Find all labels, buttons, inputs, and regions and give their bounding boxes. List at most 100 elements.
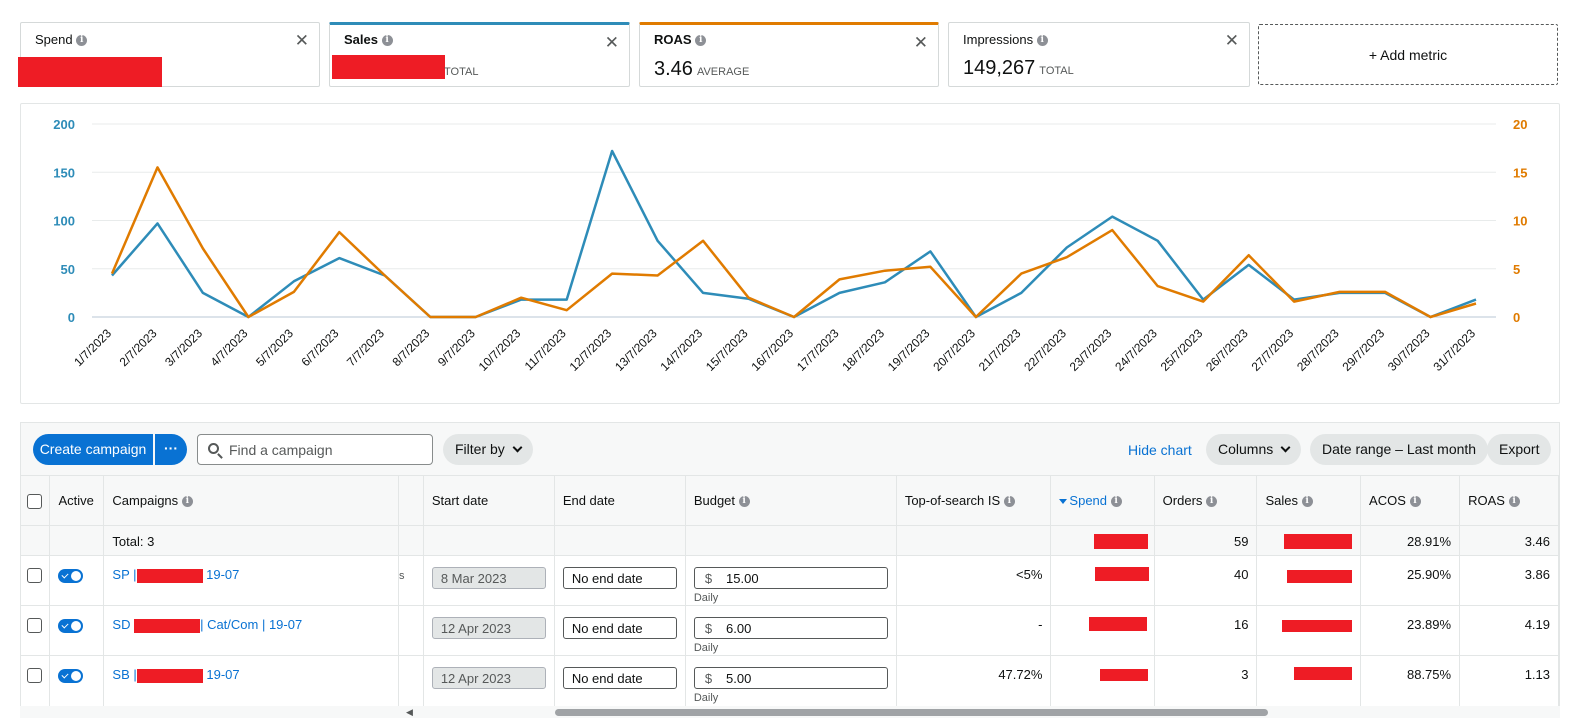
header-end-date[interactable]: End date: [554, 475, 686, 526]
close-icon[interactable]: ✕: [913, 33, 928, 52]
active-toggle[interactable]: [58, 668, 84, 683]
close-icon[interactable]: ✕: [1224, 31, 1239, 50]
x-tick-label: 4/7/2023: [208, 326, 251, 369]
y-right-tick-label: 20: [1513, 117, 1527, 132]
header-start-date[interactable]: Start date: [423, 475, 555, 526]
campaign-name-link[interactable]: SP | 19-07: [103, 555, 400, 606]
budget-input[interactable]: $15.00: [693, 567, 888, 589]
header-top-of-search[interactable]: Top-of-search IS i: [896, 475, 1052, 526]
campaign-name-link[interactable]: SB | 19-07: [103, 655, 400, 706]
metric-card-sales-name: Sales i: [344, 32, 393, 47]
x-tick-label: 5/7/2023: [253, 326, 296, 369]
budget-type: Daily: [693, 692, 719, 704]
x-tick-label: 31/7/2023: [1430, 326, 1478, 374]
top-of-search-value: -: [896, 605, 1052, 656]
acos-value: 23.89%: [1360, 605, 1461, 656]
sort-desc-icon: [1059, 499, 1068, 505]
horizontal-scrollbar[interactable]: ◀: [20, 706, 1560, 718]
hidden-column-cell: [398, 605, 424, 656]
y-right-tick-label: 0: [1513, 310, 1520, 325]
roas-value: 4.19: [1459, 605, 1559, 656]
metric-card-spend-name: Spend i: [35, 32, 88, 47]
date-range-button[interactable]: Date range – Last month: [1310, 434, 1489, 465]
header-sales[interactable]: Sales i: [1256, 475, 1362, 526]
scrollbar-thumb[interactable]: [555, 709, 1268, 716]
search-input[interactable]: [229, 440, 424, 460]
header-roas[interactable]: ROAS i: [1459, 475, 1559, 526]
spend-value: [1050, 605, 1155, 656]
total-acos: 28.91%: [1360, 525, 1461, 556]
y-right-tick-label: 15: [1513, 165, 1527, 180]
budget-input[interactable]: $6.00: [693, 617, 888, 639]
chevron-down-icon: [1280, 442, 1291, 453]
metric-card-sales[interactable]: Sales i ✕ TOTAL: [329, 22, 630, 87]
add-metric-button[interactable]: + Add metric: [1258, 24, 1558, 85]
hide-chart-link[interactable]: Hide chart: [1128, 442, 1192, 458]
create-campaign-button[interactable]: Create campaign: [33, 434, 153, 465]
y-left-tick-label: 50: [61, 262, 75, 277]
start-date-field: 12 Apr 2023: [431, 667, 546, 689]
end-date-field[interactable]: No end date: [562, 667, 677, 689]
header-campaigns[interactable]: Campaigns i: [103, 475, 400, 526]
active-toggle[interactable]: [58, 568, 84, 583]
more-options-button[interactable]: ···: [155, 434, 187, 465]
active-toggle[interactable]: [58, 618, 84, 633]
header-acos[interactable]: ACOS i: [1360, 475, 1461, 526]
redacted-value: [1284, 534, 1353, 549]
redacted-value: [136, 668, 203, 683]
metric-card-roas-name: ROAS i: [654, 32, 707, 47]
x-tick-label: 17/7/2023: [794, 326, 842, 374]
metric-card-impressions-name: Impressions i: [963, 32, 1048, 47]
start-date-field: 12 Apr 2023: [431, 617, 546, 639]
select-all-checkbox[interactable]: [27, 493, 42, 509]
scroll-left-icon[interactable]: ◀: [406, 707, 413, 717]
row-checkbox[interactable]: [27, 668, 42, 684]
info-icon: i: [1110, 496, 1122, 508]
x-tick-label: 14/7/2023: [658, 326, 706, 374]
redacted-value: [136, 568, 203, 583]
campaign-search[interactable]: [197, 434, 433, 465]
x-tick-label: 10/7/2023: [476, 326, 524, 374]
spend-value: [1050, 655, 1155, 706]
acos-value: 88.75%: [1360, 655, 1461, 706]
info-icon: i: [738, 496, 750, 508]
x-tick-label: 16/7/2023: [748, 326, 796, 374]
metric-card-spend[interactable]: Spend i ✕: [18, 22, 320, 87]
total-row: Total: 3 59 28.91% 3.46: [21, 525, 1559, 556]
close-icon[interactable]: ✕: [294, 31, 309, 50]
metric-card-roas[interactable]: ROAS i ✕ 3.46 AVERAGE: [639, 22, 939, 87]
roas-value: 3.86: [1459, 555, 1559, 606]
header-budget[interactable]: Budget i: [685, 475, 897, 526]
metric-card-impressions[interactable]: Impressions i ✕ 149,267 TOTAL: [948, 22, 1250, 87]
budget-input[interactable]: $5.00: [693, 667, 888, 689]
top-of-search-value: 47.72%: [896, 655, 1052, 706]
row-checkbox[interactable]: [27, 618, 42, 634]
spend-value: [1050, 555, 1155, 606]
orders-value: 3: [1154, 655, 1258, 706]
orders-value: 16: [1154, 605, 1258, 656]
table-toolbar: Create campaign ··· Filter by Hide chart…: [21, 423, 1559, 475]
end-date-field[interactable]: No end date: [562, 617, 677, 639]
header-hidden-column: [398, 475, 424, 526]
row-checkbox[interactable]: [27, 568, 42, 584]
orders-value: 40: [1154, 555, 1258, 606]
campaign-name-link[interactable]: SD | Cat/Com | 19-07: [103, 605, 400, 656]
campaign-table-panel: Create campaign ··· Filter by Hide chart…: [20, 422, 1560, 718]
x-tick-label: 9/7/2023: [435, 326, 478, 369]
x-tick-label: 28/7/2023: [1294, 326, 1342, 374]
filter-by-button[interactable]: Filter by: [443, 434, 533, 465]
redacted-value: [1094, 567, 1149, 581]
export-button[interactable]: Export: [1487, 434, 1552, 465]
header-spend[interactable]: Spend i: [1050, 475, 1155, 526]
performance-chart: 0 50 100 150 200 0 5 10 15 20 1/7/2023 2/7/2023 3/7/…: [20, 103, 1560, 404]
end-date-field[interactable]: No end date: [562, 567, 677, 589]
header-orders[interactable]: Orders i: [1154, 475, 1258, 526]
total-sales: [1256, 525, 1362, 556]
roas-value: 1.13: [1459, 655, 1559, 706]
start-date-field: 8 Mar 2023: [431, 567, 546, 589]
redacted-value: [1287, 570, 1353, 583]
columns-button[interactable]: Columns: [1206, 434, 1302, 465]
header-active[interactable]: Active: [49, 475, 105, 526]
x-tick-label: 22/7/2023: [1021, 326, 1069, 374]
close-icon[interactable]: ✕: [604, 33, 619, 52]
